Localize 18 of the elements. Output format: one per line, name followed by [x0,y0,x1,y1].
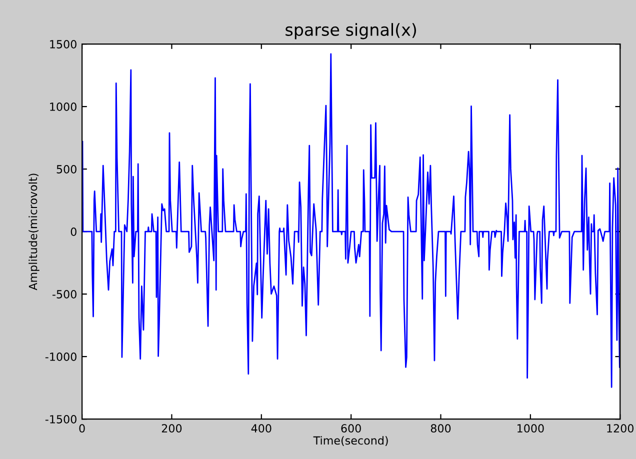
chart-title: sparse signal(x) [286,23,416,40]
y-axis-title: Amplitude(microvolt) [28,174,40,290]
x-axis-title: Time(second) [313,436,388,446]
x-tick-label: 400 [251,424,272,433]
x-tick-label: 1200 [607,424,634,433]
y-tick-label: 0 [70,228,76,236]
x-tick-label: 1000 [518,424,544,433]
y-tick-label: 500 [56,165,76,174]
y-tick-label: -500 [52,290,76,298]
x-tick-label: 600 [341,424,361,433]
x-tick-label: 800 [430,424,451,433]
line-series [82,53,620,388]
y-tick-label: 1500 [50,40,76,48]
y-tick-label: 1000 [50,102,76,111]
y-tick-label: -1000 [45,352,76,361]
x-tick-label: 200 [162,424,182,433]
y-tick-label: -1500 [45,415,76,424]
x-tick-label: 0 [79,424,85,433]
